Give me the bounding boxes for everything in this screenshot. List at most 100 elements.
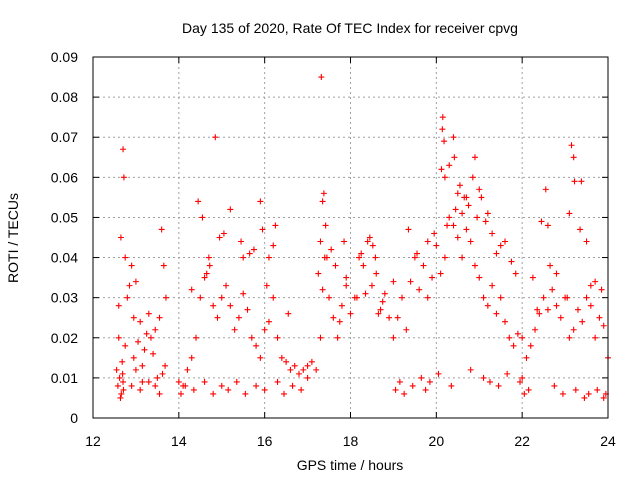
data-point xyxy=(390,334,397,341)
data-point xyxy=(431,230,438,237)
data-point xyxy=(120,174,127,181)
data-point xyxy=(525,386,532,393)
data-point xyxy=(517,378,524,385)
data-point xyxy=(521,390,528,397)
data-point xyxy=(448,382,455,389)
data-point xyxy=(422,386,429,393)
data-point xyxy=(283,358,290,365)
data-point xyxy=(459,210,466,217)
data-point xyxy=(600,322,607,329)
data-point xyxy=(253,342,260,349)
data-point xyxy=(119,370,126,377)
data-point xyxy=(265,318,272,325)
data-point xyxy=(564,294,571,301)
data-point xyxy=(147,334,154,341)
data-point xyxy=(336,318,343,325)
data-point xyxy=(557,314,564,321)
data-point xyxy=(446,162,453,169)
data-point xyxy=(218,382,225,389)
data-point xyxy=(574,306,581,313)
y-tick-labels: 0 0.01 0.02 0.03 0.04 0.05 0.06 0.07 0.08 0.09 xyxy=(51,49,78,426)
data-point xyxy=(577,226,584,233)
data-point xyxy=(553,270,560,277)
data-point xyxy=(270,294,277,301)
data-point xyxy=(263,282,270,289)
data-point xyxy=(456,182,463,189)
data-point xyxy=(141,346,148,353)
data-point xyxy=(115,334,122,341)
data-point xyxy=(510,342,517,349)
data-point xyxy=(227,302,234,309)
x-tick-label: 14 xyxy=(171,433,187,449)
data-point xyxy=(322,222,329,229)
data-point xyxy=(216,234,223,241)
data-point xyxy=(296,370,302,377)
data-point xyxy=(549,286,556,293)
data-point xyxy=(486,378,493,385)
data-point xyxy=(338,302,345,309)
data-point xyxy=(471,154,478,161)
data-point xyxy=(484,302,491,309)
data-point xyxy=(304,362,311,369)
data-point xyxy=(188,286,195,293)
data-point xyxy=(197,294,204,301)
data-point xyxy=(242,390,249,397)
data-point xyxy=(272,222,279,229)
data-point xyxy=(476,186,483,193)
data-point xyxy=(195,198,202,205)
data-point xyxy=(463,226,470,233)
data-point xyxy=(231,326,238,333)
data-point xyxy=(587,282,594,289)
data-point xyxy=(420,262,427,269)
data-point xyxy=(401,390,408,397)
data-point xyxy=(386,314,393,321)
data-point xyxy=(218,294,225,301)
x-tick-label: 16 xyxy=(257,433,273,449)
data-point xyxy=(289,382,296,389)
data-point xyxy=(156,314,163,321)
data-point xyxy=(416,286,423,293)
data-point xyxy=(508,258,515,265)
data-point xyxy=(489,282,496,289)
data-point xyxy=(114,382,121,389)
data-point xyxy=(332,262,339,269)
data-point xyxy=(529,274,536,281)
data-point xyxy=(132,366,139,373)
data-point xyxy=(366,234,373,241)
data-point xyxy=(235,314,242,321)
data-point xyxy=(444,222,451,229)
data-point xyxy=(190,386,197,393)
data-point xyxy=(570,326,577,333)
data-point xyxy=(139,378,146,385)
y-tick-label: 0.08 xyxy=(51,89,78,105)
data-point xyxy=(519,374,526,381)
data-point xyxy=(205,254,212,261)
data-point xyxy=(120,386,127,393)
axis-ticks xyxy=(92,56,609,419)
data-point xyxy=(291,362,298,369)
data-point xyxy=(544,306,551,313)
data-point xyxy=(583,238,590,245)
data-point xyxy=(439,126,446,133)
x-tick-label: 22 xyxy=(514,433,530,449)
data-point xyxy=(356,254,363,261)
data-point xyxy=(452,206,459,213)
data-point xyxy=(150,350,157,357)
data-point xyxy=(317,334,324,341)
data-point xyxy=(274,334,281,341)
data-point xyxy=(257,198,264,205)
y-tick-label: 0.05 xyxy=(51,209,78,225)
data-point xyxy=(220,230,227,237)
data-point xyxy=(480,294,487,301)
data-point xyxy=(424,238,431,245)
x-tick-label: 18 xyxy=(343,433,359,449)
data-point xyxy=(379,298,386,305)
data-point xyxy=(598,286,605,293)
data-point xyxy=(553,302,560,309)
data-point xyxy=(120,146,127,153)
data-point xyxy=(502,238,508,245)
data-point xyxy=(568,142,575,149)
data-point xyxy=(493,310,500,317)
data-point xyxy=(403,326,410,333)
data-point xyxy=(298,386,305,393)
